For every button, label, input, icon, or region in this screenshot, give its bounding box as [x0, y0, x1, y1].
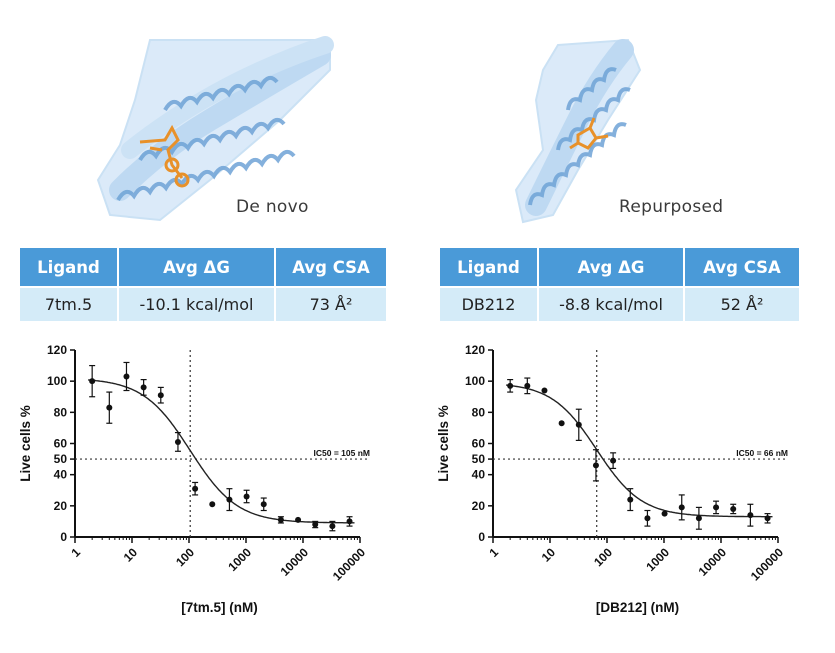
structure-caption: De novo — [236, 197, 309, 217]
x-tick-label: 1 — [68, 545, 83, 560]
data-point — [209, 501, 216, 508]
y-tick-label: 60 — [54, 437, 68, 451]
data-point — [541, 387, 548, 394]
panel-de-novo: De novo Ligand Avg ΔG Avg CSA 7tm.5 -10.… — [0, 0, 417, 653]
y-tick-label: 120 — [465, 343, 485, 357]
y-tick-label: 0 — [478, 530, 485, 544]
data-point — [226, 496, 233, 503]
data-point — [312, 521, 319, 528]
ligand-icon — [139, 124, 190, 188]
table-cell-avg-dg: -10.1 kcal/mol — [119, 288, 274, 321]
x-tick-label: 10000 — [278, 545, 312, 579]
ligand-icon — [569, 117, 609, 150]
data-point — [575, 421, 582, 428]
y-tick-label: 50 — [472, 452, 486, 466]
table-header-avg-csa: Avg CSA — [685, 248, 799, 286]
y-axis-label: Live cells % — [18, 405, 33, 482]
data-point — [140, 384, 147, 391]
y-tick-label: 100 — [465, 374, 485, 388]
ligand-stats-table: Ligand Avg ΔG Avg CSA DB212 -8.8 kcal/mo… — [438, 248, 801, 321]
data-point — [260, 501, 267, 508]
y-tick-label: 80 — [472, 405, 486, 419]
data-point — [627, 496, 634, 503]
fit-curve — [88, 379, 355, 524]
fit-curve — [506, 384, 773, 518]
x-tick-label: 10000 — [696, 545, 730, 579]
data-point — [174, 438, 181, 445]
y-tick-label: 20 — [472, 499, 486, 513]
data-point — [123, 373, 130, 380]
y-tick-label: 60 — [472, 437, 486, 451]
data-point — [678, 504, 685, 511]
data-point — [346, 518, 353, 525]
table-header-ligand: Ligand — [440, 248, 537, 286]
data-point — [747, 512, 754, 519]
y-tick-label: 50 — [54, 452, 68, 466]
data-point — [644, 515, 651, 522]
x-tick-label: 1000 — [225, 545, 254, 574]
data-point — [507, 382, 514, 389]
x-tick-label: 100000 — [330, 545, 368, 583]
data-point — [661, 510, 668, 517]
x-axis-label: [7tm.5] (nM) — [181, 600, 258, 615]
data-point — [157, 392, 164, 399]
data-point — [695, 515, 702, 522]
table-cell-ligand: 7tm.5 — [20, 288, 117, 321]
data-point — [243, 493, 250, 500]
x-tick-label: 1 — [486, 545, 501, 560]
table-cell-ligand: DB212 — [440, 288, 537, 321]
x-tick-label: 10 — [121, 545, 141, 565]
data-point — [730, 505, 737, 512]
ic50-label: IC50 = 66 nM — [736, 448, 788, 458]
x-tick-label: 10 — [539, 545, 559, 565]
data-point — [329, 523, 336, 530]
protein-structure-icon — [96, 36, 334, 222]
data-point — [558, 420, 565, 427]
data-point — [524, 382, 531, 389]
data-point — [713, 504, 720, 511]
data-point — [592, 462, 599, 469]
y-tick-label: 80 — [54, 405, 68, 419]
data-point — [277, 516, 284, 523]
x-tick-label: 1000 — [643, 545, 672, 574]
y-tick-label: 120 — [47, 343, 67, 357]
data-point — [610, 457, 617, 464]
y-tick-label: 20 — [54, 499, 68, 513]
y-tick-label: 0 — [60, 530, 67, 544]
y-axis-label: Live cells % — [436, 405, 451, 482]
data-point — [764, 515, 771, 522]
table-header-ligand: Ligand — [20, 248, 117, 286]
protein-structure-icon — [514, 38, 642, 224]
structure-caption: Repurposed — [619, 197, 724, 217]
y-tick-label: 40 — [54, 468, 68, 482]
table-cell-avg-csa: 52 Å² — [685, 288, 799, 321]
data-point — [192, 485, 199, 492]
x-tick-label: 100 — [173, 545, 197, 569]
table-cell-avg-dg: -8.8 kcal/mol — [539, 288, 683, 321]
data-point — [295, 516, 302, 523]
y-tick-label: 40 — [472, 468, 486, 482]
table-cell-avg-csa: 73 Å² — [276, 288, 386, 321]
y-tick-label: 100 — [47, 374, 67, 388]
table-header-avg-csa: Avg CSA — [276, 248, 386, 286]
ic50-label: IC50 = 105 nM — [314, 448, 370, 458]
table-header-avg-dg: Avg ΔG — [539, 248, 683, 286]
x-axis-label: [DB212] (nM) — [596, 600, 679, 615]
data-point — [89, 378, 96, 385]
ligand-stats-table: Ligand Avg ΔG Avg CSA 7tm.5 -10.1 kcal/m… — [18, 248, 388, 321]
panel-repurposed: Repurposed Ligand Avg ΔG Avg CSA DB212 -… — [418, 0, 835, 653]
x-tick-label: 100000 — [748, 545, 786, 583]
data-point — [106, 404, 113, 411]
table-header-avg-dg: Avg ΔG — [119, 248, 274, 286]
x-tick-label: 100 — [591, 545, 615, 569]
